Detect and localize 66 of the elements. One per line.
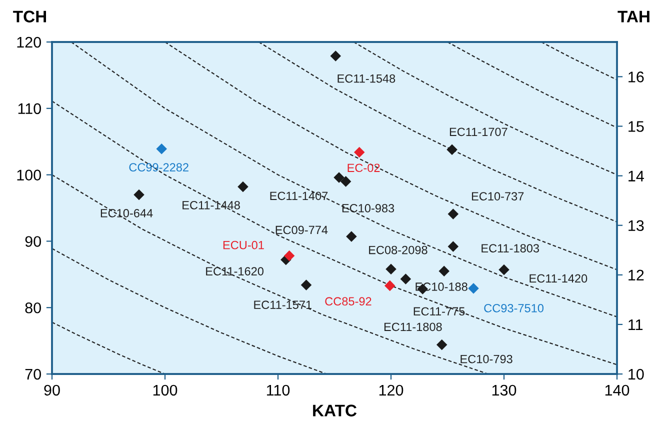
y-tick-label: 90 bbox=[25, 236, 41, 247]
point bbox=[334, 172, 344, 183]
y2-axis-title: TAH bbox=[618, 10, 650, 22]
point bbox=[400, 274, 412, 284]
point bbox=[134, 189, 144, 200]
annotation: EC-02 bbox=[348, 164, 380, 172]
x-tick-label: 140 bbox=[605, 384, 630, 396]
point bbox=[238, 181, 248, 192]
annotation: EC10-793 bbox=[460, 354, 512, 364]
y2-tick-label: 16 bbox=[628, 72, 644, 82]
x-tick-label: 120 bbox=[379, 384, 404, 396]
annotation: CC99-2282 bbox=[129, 163, 188, 172]
line-series bbox=[52, 100, 617, 366]
point bbox=[448, 241, 459, 252]
point bbox=[498, 264, 510, 276]
y-tick-label: 110 bbox=[18, 103, 41, 114]
annotation: EC11-1707 bbox=[450, 128, 508, 136]
point bbox=[156, 144, 167, 154]
annotation: EC09-774 bbox=[276, 226, 328, 234]
annotation: CC85-92 bbox=[325, 297, 372, 306]
annotation: EC10-644 bbox=[100, 208, 153, 218]
point bbox=[446, 144, 458, 155]
point bbox=[438, 266, 450, 276]
line-series bbox=[52, 322, 166, 374]
y-tick-label: 100 bbox=[17, 170, 41, 180]
point bbox=[340, 176, 352, 187]
y-axis-title: TCH bbox=[13, 10, 46, 22]
y-tick-label: 120 bbox=[17, 36, 41, 48]
x-tick-label: 90 bbox=[44, 384, 60, 396]
line-series bbox=[70, 42, 617, 318]
y2-tick-label: 15 bbox=[628, 121, 644, 132]
line-series bbox=[258, 42, 617, 222]
annotation: EC10-983 bbox=[342, 204, 394, 212]
y-tick-label: 80 bbox=[25, 302, 41, 314]
point bbox=[330, 50, 342, 62]
line-series bbox=[446, 42, 617, 128]
annotation: ECU-01 bbox=[223, 240, 264, 250]
annotation: EC11-775 bbox=[414, 307, 465, 316]
point bbox=[468, 282, 479, 294]
y-tick-label: 70 bbox=[25, 368, 41, 380]
annotation: EC11-1548 bbox=[338, 74, 396, 83]
annotation: CC93-7510 bbox=[484, 304, 544, 312]
point bbox=[346, 231, 357, 242]
annotation: EC11-1420 bbox=[530, 274, 588, 283]
point bbox=[354, 146, 365, 158]
annotation: EC11-1808 bbox=[384, 322, 442, 332]
point bbox=[436, 339, 448, 350]
y2-tick-label: 12 bbox=[628, 270, 644, 280]
y2-tick-label: 10 bbox=[628, 368, 644, 380]
x-tick-label: 110 bbox=[266, 384, 290, 396]
annotation: EC08-2098 bbox=[369, 246, 428, 254]
y2-tick-label: 11 bbox=[628, 319, 643, 330]
x-tick-label: 100 bbox=[153, 384, 178, 396]
point bbox=[448, 208, 459, 220]
point bbox=[284, 250, 295, 262]
x-tick-label: 130 bbox=[492, 384, 516, 396]
y2-tick-label: 13 bbox=[628, 220, 644, 232]
x-axis-title: KATC bbox=[313, 404, 357, 416]
point bbox=[384, 280, 396, 292]
annotation: EC10-737 bbox=[472, 192, 524, 200]
annotation: EC11-1803 bbox=[482, 244, 540, 252]
point bbox=[386, 264, 396, 274]
point bbox=[300, 280, 312, 290]
annotation: EC11-1448 bbox=[182, 201, 240, 210]
y2-tick-label: 14 bbox=[628, 170, 644, 182]
annotation: EC11-1571 bbox=[254, 300, 312, 310]
